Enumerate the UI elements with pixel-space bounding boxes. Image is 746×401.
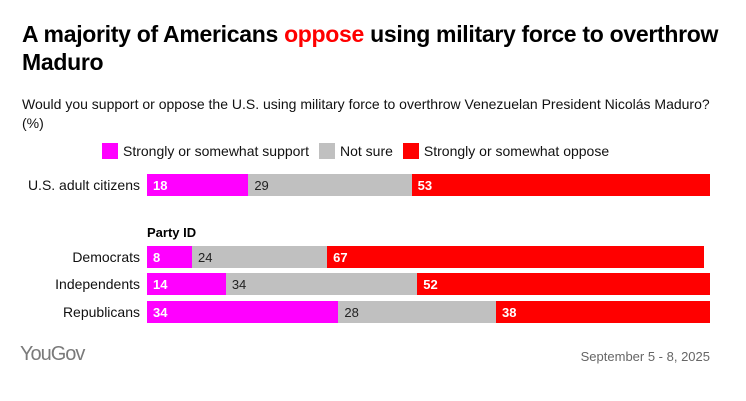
legend: Strongly or somewhat support Not sure St…	[102, 143, 619, 159]
title-text: A majority of Americans	[22, 21, 285, 47]
row-label: Republicans	[62, 304, 140, 320]
survey-date: September 5 - 8, 2025	[580, 349, 710, 364]
bar-segment: 14	[147, 273, 226, 295]
bar-segment: 52	[417, 273, 710, 295]
bar-segment: 28	[338, 301, 497, 323]
bar-segment: 18	[147, 174, 249, 196]
bar-segment: 38	[496, 301, 710, 323]
group-label-party-id: Party ID	[147, 225, 197, 240]
bar-segment: 29	[248, 174, 412, 196]
legend-label: Strongly or somewhat oppose	[423, 143, 610, 159]
bar-segment: 53	[411, 174, 710, 196]
title-highlight: oppose	[284, 21, 365, 47]
legend-label: Strongly or somewhat support	[123, 143, 309, 159]
title-text-end: using military force to overthrow Maduro	[22, 21, 719, 75]
legend-item-support: Strongly or somewhat support	[102, 143, 309, 159]
legend-item-not-sure: Not sure	[318, 143, 393, 159]
row-label: U.S. adult citizens	[27, 177, 140, 193]
legend-swatch	[102, 143, 118, 159]
yougov-logo: YouGov	[20, 343, 85, 365]
legend-swatch	[318, 143, 335, 159]
row-label: Democrats	[72, 249, 140, 265]
chart-title: A majority of Americans oppose using mil…	[22, 20, 722, 76]
bar-segment: 34	[225, 273, 418, 295]
legend-item-oppose: Strongly or somewhat oppose	[402, 143, 610, 159]
bar-segment: 24	[192, 246, 328, 268]
legend-swatch	[402, 143, 419, 159]
chart-subtitle: Would you support or oppose the U.S. usi…	[22, 96, 710, 131]
bar-segment: 67	[327, 246, 705, 268]
bar-segment: 34	[147, 301, 339, 323]
legend-label: Not sure	[339, 143, 393, 159]
bar-segment: 8	[147, 246, 193, 268]
row-label: Independents	[55, 276, 140, 292]
